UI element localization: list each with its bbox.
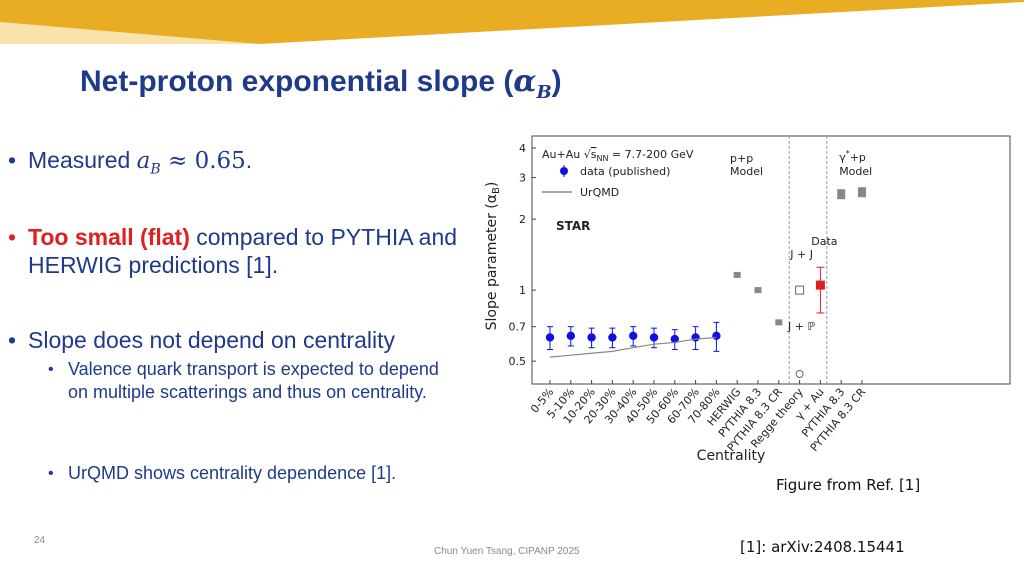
y-tick-label: 2 bbox=[519, 213, 526, 226]
author-footer: Chun Yuen Tsang, CIPANP 2025 bbox=[434, 546, 580, 557]
y-tick-label: 0.5 bbox=[509, 355, 527, 368]
gp-model-point bbox=[837, 189, 846, 200]
legend-urqmd-label: UrQMD bbox=[580, 186, 619, 199]
page-number: 24 bbox=[34, 535, 46, 546]
legend-title: Au+Au √sNN = 7.7-200 GeV bbox=[542, 148, 694, 163]
y-axis-title: Slope parameter (αB) bbox=[484, 182, 502, 331]
y-tick-label: 1 bbox=[519, 284, 526, 297]
title-subscript: B bbox=[536, 82, 552, 103]
gp-model-point bbox=[858, 187, 866, 198]
pp-model-point bbox=[733, 271, 741, 278]
regge-jj-point bbox=[795, 285, 805, 295]
star-label: STAR bbox=[556, 219, 590, 233]
alpha-symbol: α bbox=[513, 64, 537, 99]
data-point bbox=[670, 334, 679, 344]
x-axis-title: Centrality bbox=[697, 448, 766, 464]
y-tick-label: 4 bbox=[519, 142, 526, 155]
figure-caption: Figure from Ref. [1] bbox=[776, 476, 921, 494]
pp-model-point bbox=[775, 319, 783, 326]
gp-label: γ*+p bbox=[839, 149, 866, 164]
data-point bbox=[587, 333, 596, 342]
y-tick-label: 0.7 bbox=[509, 321, 527, 334]
data-label: Data bbox=[811, 235, 837, 248]
jj-label: J + J bbox=[789, 248, 813, 261]
jp-label: J + ℙ bbox=[787, 320, 815, 333]
y-tick-label: 3 bbox=[519, 172, 526, 185]
pp-model-label: Model bbox=[730, 165, 763, 178]
header-banner bbox=[0, 0, 1024, 44]
pp-label: p+p bbox=[730, 152, 753, 165]
data-point bbox=[649, 333, 659, 342]
highlight-text: Too small (flat) bbox=[28, 224, 190, 250]
data-point bbox=[691, 333, 700, 342]
data-point bbox=[545, 333, 555, 342]
reference-footer: [1]: arXiv:2408.15441 bbox=[740, 538, 905, 556]
legend-data-label: data (published) bbox=[580, 165, 670, 178]
urqmd-line bbox=[549, 336, 717, 358]
data-point bbox=[566, 331, 575, 341]
plot-frame bbox=[531, 135, 1011, 385]
pp-model-point bbox=[754, 287, 762, 294]
data-point bbox=[608, 333, 617, 342]
gp-model-label: Model bbox=[839, 165, 872, 178]
page-title: Net-proton exponential slope (αB) bbox=[80, 64, 562, 103]
regge-jp-point bbox=[795, 370, 804, 378]
gamma-data-point bbox=[815, 280, 825, 290]
data-point bbox=[629, 331, 638, 341]
slope-parameter-chart: 0.50.712340-5%5-10%10-20%20-30%30-40%40-… bbox=[484, 135, 1011, 464]
data-point bbox=[712, 331, 721, 341]
